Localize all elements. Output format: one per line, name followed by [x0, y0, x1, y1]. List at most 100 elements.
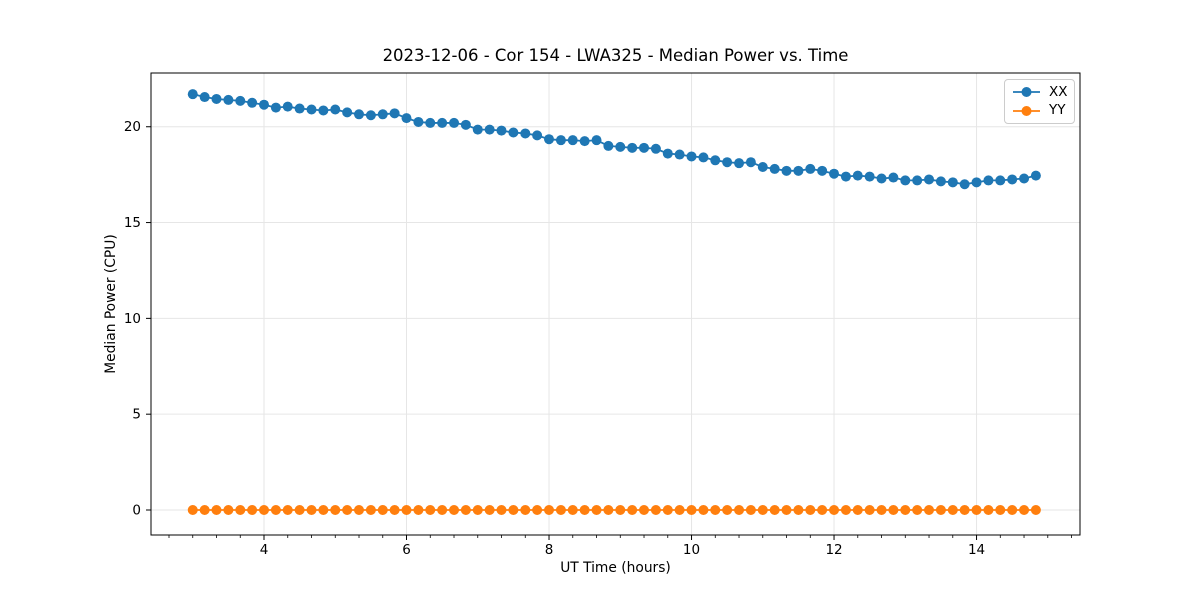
data-point-XX: [615, 141, 626, 152]
data-point-XX: [995, 175, 1006, 186]
data-point-XX: [508, 127, 519, 138]
legend: XX YY: [1004, 79, 1075, 124]
x-tick-label: 6: [402, 542, 411, 558]
data-point-XX: [247, 97, 258, 108]
data-point-YY: [947, 504, 958, 515]
data-point-XX: [1007, 174, 1018, 185]
data-point-XX: [983, 175, 994, 186]
data-point-XX: [472, 124, 483, 135]
data-point-XX: [864, 171, 875, 182]
data-point-XX: [745, 157, 756, 168]
data-point-XX: [520, 128, 531, 139]
data-point-XX: [294, 103, 305, 114]
data-point-YY: [745, 504, 756, 515]
data-point-XX: [888, 172, 899, 183]
series-YY: [187, 504, 1041, 515]
data-point-XX: [829, 168, 840, 179]
data-point-XX: [389, 108, 400, 119]
data-point-YY: [924, 504, 935, 515]
data-point-XX: [413, 116, 424, 127]
data-point-YY: [235, 504, 246, 515]
data-point-XX: [722, 157, 733, 168]
data-point-YY: [579, 504, 590, 515]
chart-title: 2023-12-06 - Cor 154 - LWA325 - Median P…: [382, 46, 849, 65]
data-point-XX: [235, 95, 246, 106]
data-point-XX: [852, 170, 863, 181]
legend-item-yy: YY: [1012, 102, 1068, 121]
data-point-YY: [508, 504, 519, 515]
data-point-XX: [496, 125, 507, 136]
data-point-XX: [591, 135, 602, 146]
data-point-YY: [722, 504, 733, 515]
data-point-YY: [270, 504, 281, 515]
data-point-YY: [888, 504, 899, 515]
data-point-XX: [187, 89, 198, 100]
data-point-XX: [353, 109, 364, 120]
axis-ticks: [146, 126, 1072, 540]
data-point-XX: [971, 177, 982, 188]
data-point-XX: [935, 176, 946, 187]
data-point-XX: [710, 155, 721, 166]
data-point-XX: [674, 149, 685, 160]
data-point-XX: [650, 143, 661, 154]
data-point-YY: [187, 504, 198, 515]
data-point-YY: [935, 504, 946, 515]
data-point-XX: [579, 136, 590, 147]
data-point-XX: [223, 94, 234, 105]
data-point-YY: [615, 504, 626, 515]
data-point-YY: [698, 504, 709, 515]
data-point-XX: [603, 140, 614, 151]
data-point-XX: [425, 117, 436, 128]
data-point-YY: [769, 504, 780, 515]
data-point-YY: [532, 504, 543, 515]
legend-item-xx: XX: [1012, 83, 1068, 102]
data-point-YY: [662, 504, 673, 515]
data-point-XX: [627, 142, 638, 153]
x-tick-label: 8: [545, 542, 554, 558]
data-point-YY: [342, 504, 353, 515]
data-point-YY: [876, 504, 887, 515]
data-point-YY: [817, 504, 828, 515]
data-point-XX: [544, 134, 555, 145]
data-point-YY: [306, 504, 317, 515]
data-point-YY: [1019, 504, 1030, 515]
data-point-YY: [591, 504, 602, 515]
data-point-XX: [211, 93, 222, 104]
data-point-XX: [876, 173, 887, 184]
data-point-XX: [318, 105, 329, 116]
x-axis-label: UT Time (hours): [560, 560, 671, 576]
data-point-YY: [781, 504, 792, 515]
data-point-XX: [282, 101, 293, 112]
data-point-YY: [686, 504, 697, 515]
data-point-XX: [793, 165, 804, 176]
data-point-XX: [532, 130, 543, 141]
data-point-YY: [544, 504, 555, 515]
data-point-YY: [852, 504, 863, 515]
data-point-YY: [734, 504, 745, 515]
data-point-XX: [270, 102, 281, 113]
data-point-YY: [840, 504, 851, 515]
data-point-YY: [413, 504, 424, 515]
data-point-YY: [294, 504, 305, 515]
data-point-YY: [425, 504, 436, 515]
y-tick-label: 0: [132, 502, 141, 518]
data-point-YY: [864, 504, 875, 515]
data-point-YY: [805, 504, 816, 515]
data-point-YY: [757, 504, 768, 515]
data-point-YY: [793, 504, 804, 515]
data-point-XX: [567, 135, 578, 146]
data-point-XX: [449, 117, 460, 128]
y-tick-label: 20: [124, 119, 141, 135]
data-point-YY: [912, 504, 923, 515]
data-point-YY: [603, 504, 614, 515]
legend-label-yy: YY: [1049, 102, 1066, 118]
y-tick-label: 5: [132, 407, 141, 423]
data-point-YY: [555, 504, 566, 515]
series-XX: [187, 89, 1041, 190]
data-point-YY: [437, 504, 448, 515]
data-point-YY: [900, 504, 911, 515]
data-point-YY: [627, 504, 638, 515]
data-point-XX: [365, 110, 376, 121]
data-point-YY: [971, 504, 982, 515]
data-point-YY: [472, 504, 483, 515]
